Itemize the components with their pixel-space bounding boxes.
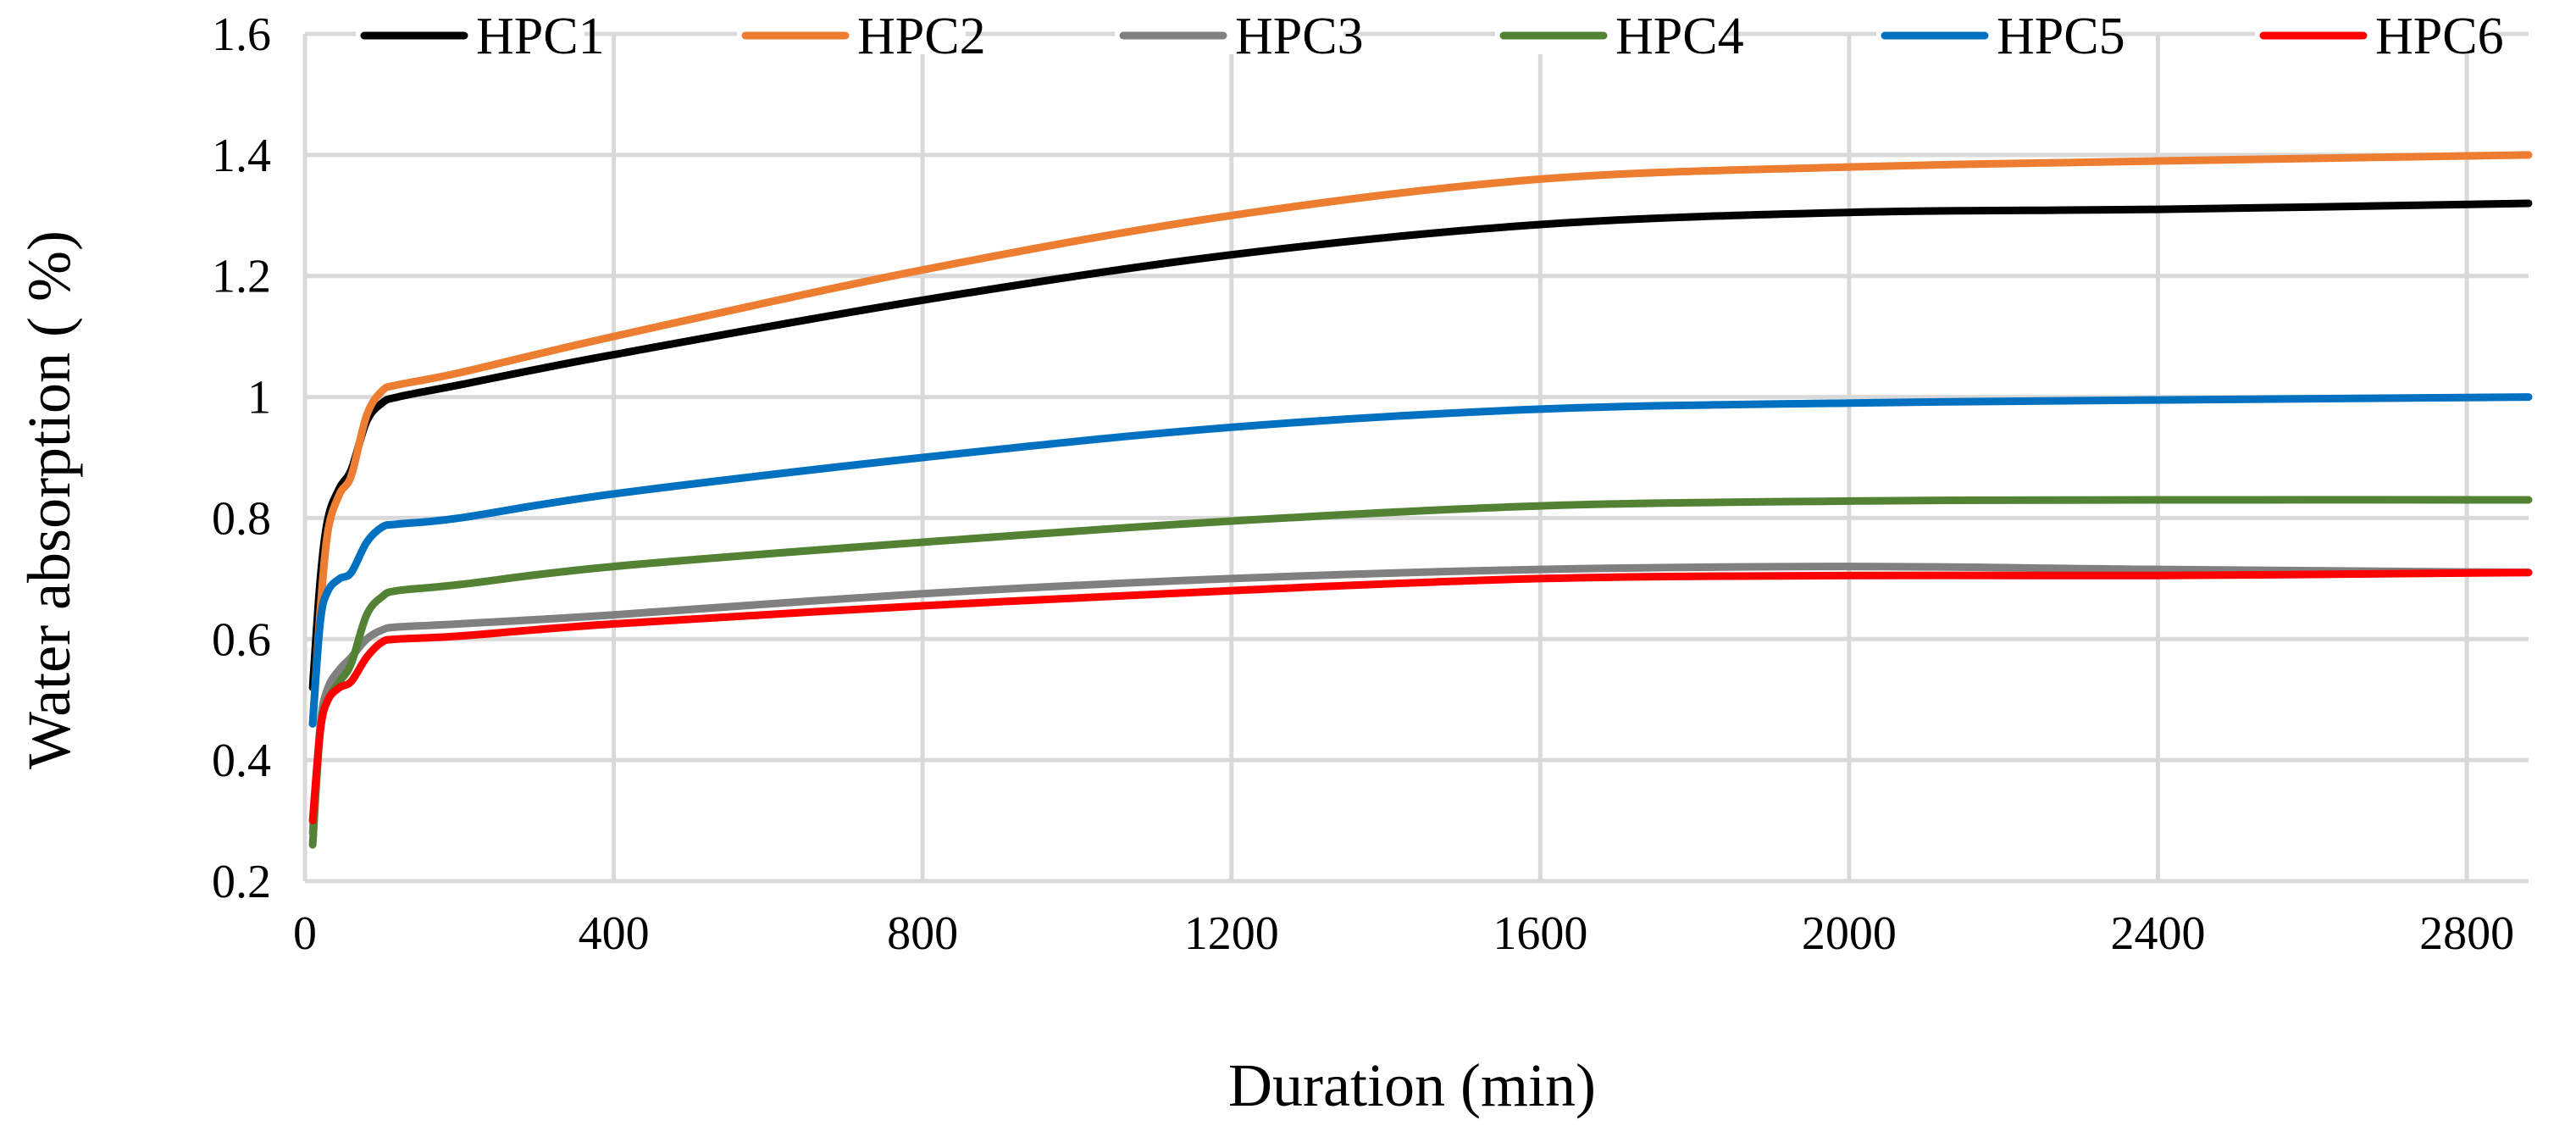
- series-line-hpc1: [308, 199, 2533, 691]
- x-tick-label: 400: [579, 907, 650, 960]
- x-tick-label: 1200: [1184, 907, 1279, 960]
- legend-label-hpc4: HPC4: [1615, 8, 1744, 65]
- y-tick-label: 1: [247, 372, 271, 424]
- legend-label-hpc6: HPC6: [2375, 8, 2504, 65]
- tick-labels: 0.2 0.4 0.6 0.8 1 1.2 1.4 1.6 0 400 800 1200 1600 200…: [212, 8, 2514, 960]
- legend-label-hpc2: HPC2: [857, 8, 986, 65]
- y-tick-label: 0.8: [212, 492, 271, 545]
- y-tick-label: 0.6: [212, 613, 271, 666]
- y-axis-title: Water absorption ( %): [15, 230, 83, 769]
- legend-label-hpc3: HPC3: [1235, 8, 1364, 65]
- legend: HPC1 HPC2 HPC3 HPC4 HPC5 HPC6: [356, 8, 2504, 65]
- y-tick-label: 1.4: [212, 130, 271, 182]
- y-tick-label: 1.2: [212, 251, 271, 303]
- y-tick-label: 1.6: [212, 8, 271, 61]
- y-tick-label: 0.2: [212, 856, 271, 908]
- legend-label-hpc5: HPC5: [1997, 8, 2125, 65]
- x-tick-label: 2000: [1802, 907, 1897, 960]
- x-tick-label: 800: [887, 907, 958, 960]
- series-line-hpc5: [308, 393, 2533, 728]
- x-tick-label: 1600: [1493, 907, 1587, 960]
- x-tick-label: 2400: [2111, 907, 2206, 960]
- series-line-hpc3: [308, 563, 2533, 837]
- series-line-hpc2: [308, 151, 2533, 728]
- x-tick-label: 2800: [2419, 907, 2514, 960]
- series-line-hpc4: [308, 496, 2533, 849]
- series-lines: [308, 151, 2533, 849]
- legend-label-hpc1: HPC1: [476, 8, 605, 65]
- series-line-hpc6: [308, 568, 2533, 825]
- x-axis-title: Duration (min): [1228, 1051, 1596, 1119]
- y-tick-label: 0.4: [212, 735, 271, 787]
- x-tick-label: 0: [293, 907, 317, 960]
